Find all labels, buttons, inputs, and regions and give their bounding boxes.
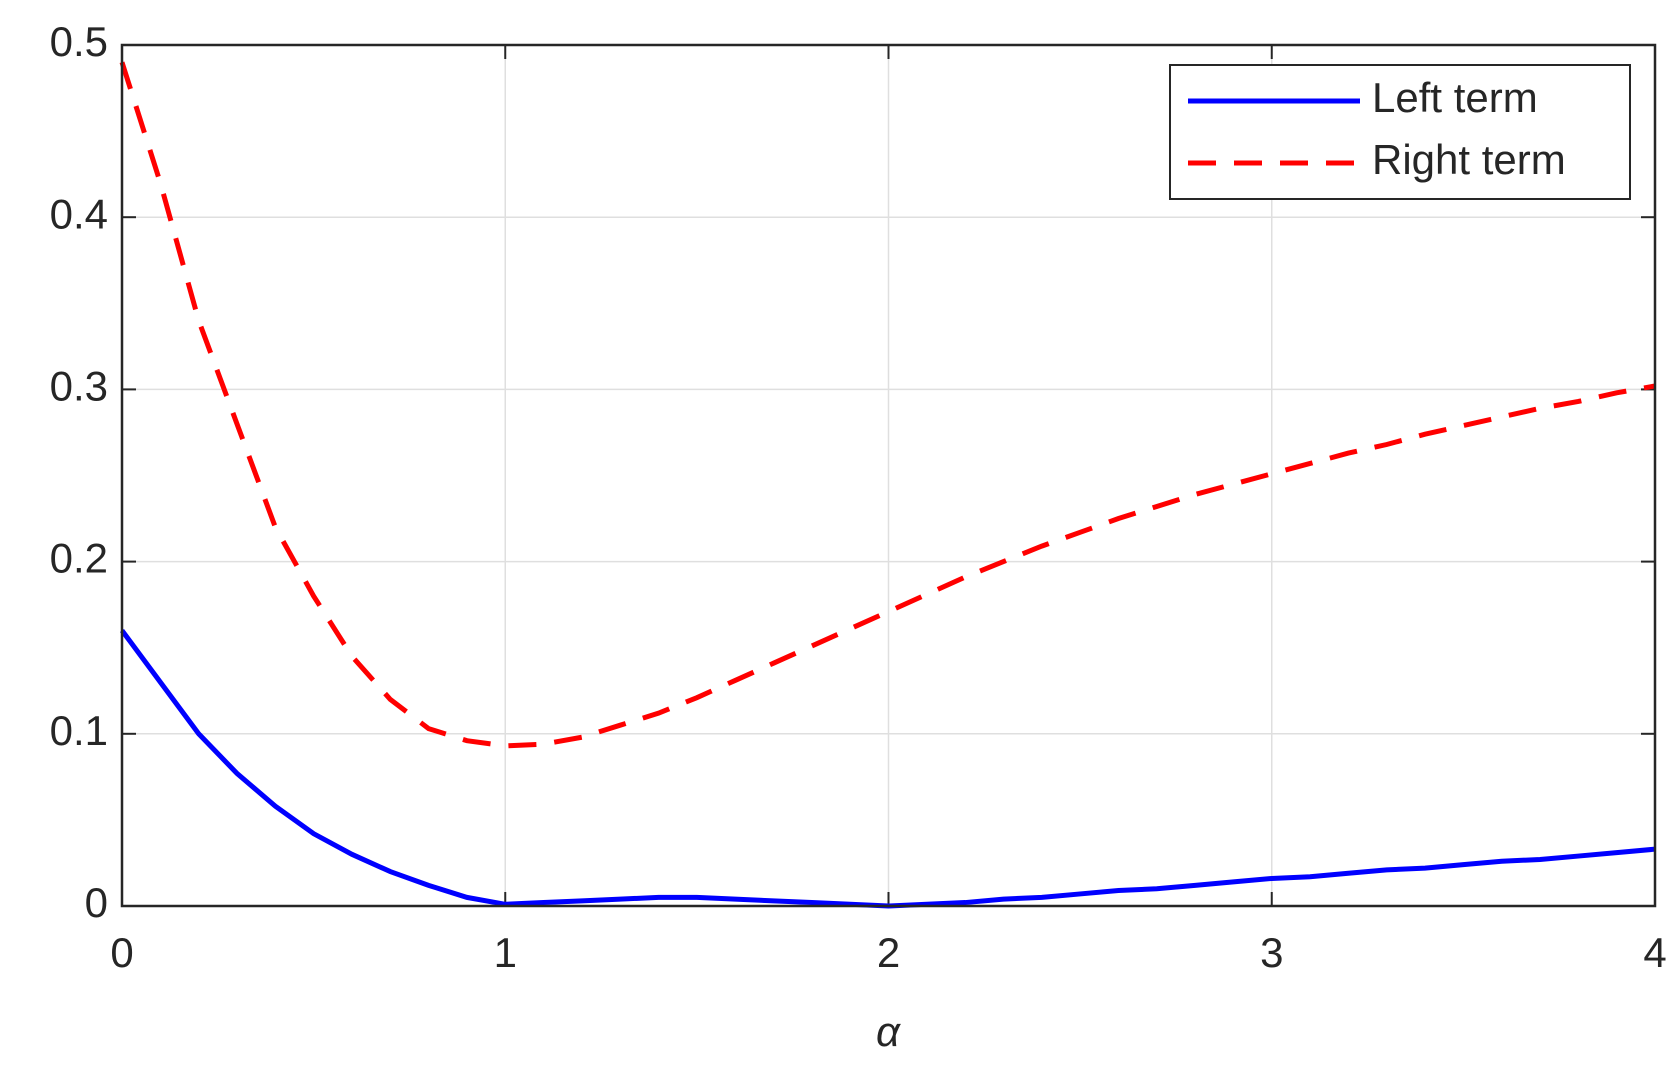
- y-tick-label: 0.1: [50, 707, 108, 754]
- x-tick-label: 3: [1260, 929, 1283, 976]
- x-axis-label: α: [876, 1008, 901, 1055]
- y-tick-label: 0.4: [50, 190, 108, 237]
- y-tick-label: 0.3: [50, 362, 108, 409]
- axes-box: [120, 43, 1657, 908]
- data-line: [119, 61, 1656, 749]
- legend-label: Right term: [1372, 136, 1566, 183]
- x-tick-label: 0: [110, 929, 133, 976]
- x-tick-label: 2: [877, 929, 900, 976]
- y-tick-label: 0: [85, 879, 108, 926]
- x-tick-label: 1: [494, 929, 517, 976]
- y-tick-label: 0.2: [50, 535, 108, 582]
- y-tick-label: 0.5: [50, 18, 108, 65]
- legend-label: Left term: [1372, 74, 1538, 121]
- x-tick-label: 4: [1643, 929, 1666, 976]
- legend-box: [1169, 64, 1631, 200]
